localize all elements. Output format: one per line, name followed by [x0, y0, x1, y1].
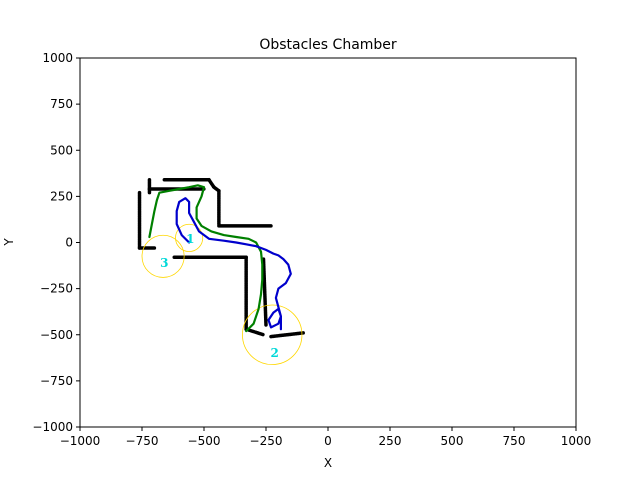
plot-background: [80, 58, 576, 427]
target-circle: [141, 234, 185, 278]
target-circle-label: 3: [160, 256, 168, 270]
y-tick-label: −250: [40, 282, 73, 296]
target-circle-label: 2: [271, 346, 279, 360]
y-tick-label: 0: [65, 236, 73, 250]
y-tick-label: 250: [50, 189, 73, 203]
x-tick-label: 750: [503, 434, 526, 448]
x-axis-label: X: [324, 456, 332, 470]
y-tick-label: 1000: [42, 51, 73, 65]
y-axis-ticks: −1000 −750 −500 −250 0 250 500 750 1000: [32, 51, 80, 434]
y-tick-label: 750: [50, 97, 73, 111]
y-tick-label: −500: [40, 328, 73, 342]
target-circle-labels: 1 2 3: [160, 232, 279, 360]
obstacle-wall-segment: [244, 327, 266, 337]
trajectory-paths: [148, 184, 292, 333]
target-circle: [175, 223, 204, 252]
obstacle-wall-segment: [261, 257, 268, 328]
x-tick-label: −750: [126, 434, 159, 448]
y-tick-label: 500: [50, 143, 73, 157]
y-tick-label: −1000: [32, 420, 73, 434]
target-circles: [141, 223, 303, 365]
y-axis-label: Y: [2, 238, 16, 247]
x-tick-label: 500: [441, 434, 464, 448]
x-tick-label: −1000: [60, 434, 101, 448]
x-tick-label: 250: [379, 434, 402, 448]
chart-title: Obstacles Chamber: [259, 37, 397, 53]
y-tick-label: −750: [40, 374, 73, 388]
path-blue: [175, 197, 292, 331]
x-tick-label: 1000: [561, 434, 592, 448]
x-tick-label: 0: [324, 434, 332, 448]
plot-area: 1 2 3: [79, 57, 577, 428]
obstacle-wall-segment: [269, 331, 305, 339]
x-tick-label: −250: [250, 434, 283, 448]
path-green: [148, 184, 264, 333]
x-axis-ticks: −1000 −750 −500 −250 0 250 500 750 1000: [60, 427, 592, 448]
target-circle: [242, 304, 303, 365]
x-tick-label: −500: [188, 434, 221, 448]
target-circle-label: 1: [186, 232, 194, 246]
